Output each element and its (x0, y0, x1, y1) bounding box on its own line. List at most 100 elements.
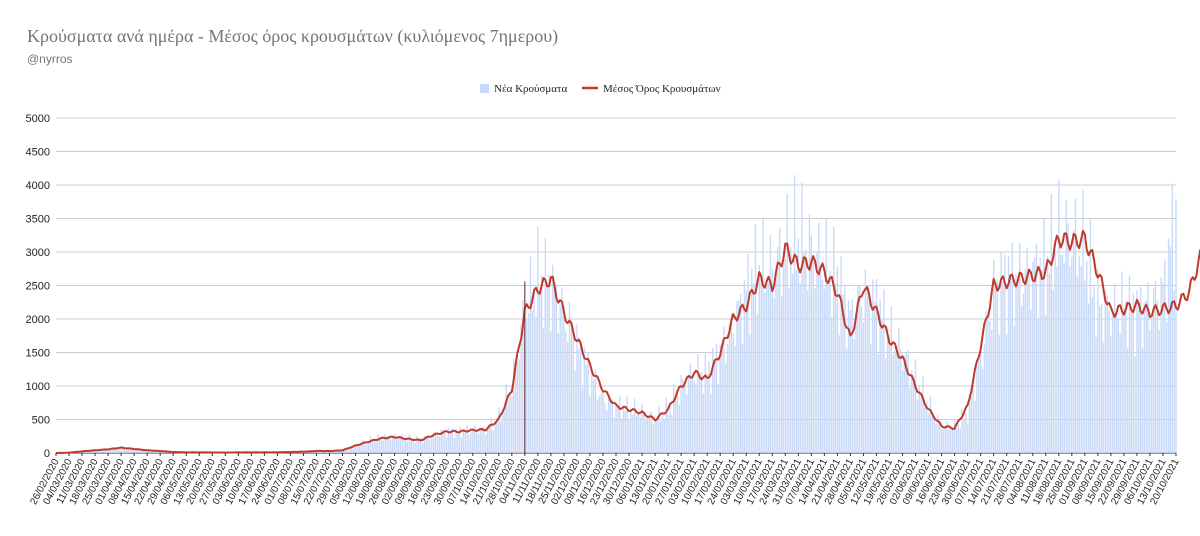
bar (1078, 255, 1080, 453)
bar (1112, 315, 1114, 453)
bar (589, 396, 591, 453)
bar (526, 319, 528, 453)
bar (1169, 246, 1172, 453)
bar (429, 439, 431, 453)
bar (552, 264, 554, 453)
bar (680, 374, 682, 453)
bar (784, 259, 786, 453)
bar (423, 436, 426, 453)
bar (1106, 295, 1108, 453)
bar (343, 449, 346, 453)
bar (364, 444, 366, 453)
bar (1084, 280, 1086, 453)
bar (382, 440, 385, 453)
bar (693, 380, 695, 453)
bar (650, 411, 653, 453)
bar (142, 450, 145, 453)
x-axis: 26/02/202004/03/202011/03/202018/03/2020… (28, 453, 1182, 507)
bar (620, 419, 623, 453)
bar (518, 359, 520, 453)
bar (654, 421, 656, 453)
bar (639, 417, 641, 453)
bar (1009, 278, 1012, 453)
bar (1138, 309, 1140, 453)
bar (855, 314, 857, 453)
bar (933, 416, 935, 453)
bar (944, 425, 946, 453)
bar (738, 300, 740, 453)
bar (905, 352, 907, 453)
bar (390, 439, 392, 453)
bar (827, 279, 829, 453)
bar (477, 433, 480, 453)
bar (114, 448, 117, 453)
bar (970, 397, 973, 453)
bar (873, 302, 876, 453)
bar (96, 449, 98, 453)
bar (1082, 190, 1084, 454)
y-tick-label: 3000 (26, 247, 50, 259)
bar (840, 255, 842, 453)
bar (1058, 179, 1060, 453)
bar (1100, 304, 1103, 453)
bar (851, 299, 853, 453)
bar (747, 253, 749, 453)
bar (834, 283, 837, 453)
bar (849, 309, 852, 453)
bar (410, 439, 413, 453)
bar (1123, 307, 1125, 453)
bar (1035, 243, 1038, 453)
bar (780, 296, 783, 453)
bar (581, 387, 584, 453)
bar (135, 449, 137, 453)
bar (1013, 326, 1015, 453)
bar (1158, 329, 1160, 453)
bar (317, 451, 320, 453)
bar (607, 399, 610, 453)
bar (339, 450, 342, 453)
bar (1043, 218, 1045, 453)
bar (859, 285, 861, 453)
bar (366, 441, 368, 453)
bar (825, 218, 827, 453)
bar (596, 400, 599, 453)
bar (736, 301, 738, 453)
bar (578, 349, 580, 453)
bar (713, 360, 716, 453)
bar (1006, 334, 1008, 453)
bar (606, 410, 608, 453)
bar (1024, 269, 1026, 453)
bar (529, 256, 532, 453)
bar (574, 370, 576, 453)
bar (367, 442, 370, 453)
bar (503, 411, 506, 453)
bar (939, 421, 941, 453)
bar (842, 294, 844, 453)
bar (505, 383, 507, 453)
bar (328, 451, 331, 453)
bar (659, 421, 662, 453)
bar (1110, 336, 1112, 453)
bar (449, 430, 452, 453)
bar (983, 344, 986, 453)
bar (1141, 348, 1144, 453)
bar (725, 363, 727, 453)
bar (719, 344, 721, 453)
bar (892, 355, 894, 453)
bar (109, 448, 111, 453)
bar (592, 379, 595, 453)
bar (1139, 286, 1142, 453)
bar (375, 441, 377, 453)
bar (998, 334, 1000, 453)
bar (103, 449, 106, 453)
bar (414, 443, 416, 453)
line-series (55, 229, 1200, 454)
bar (352, 444, 355, 453)
bar (686, 394, 688, 453)
bar (710, 393, 712, 453)
bar (857, 285, 859, 453)
bar (1033, 257, 1036, 453)
bar (462, 430, 465, 453)
bar (626, 395, 628, 453)
bar (624, 411, 626, 453)
